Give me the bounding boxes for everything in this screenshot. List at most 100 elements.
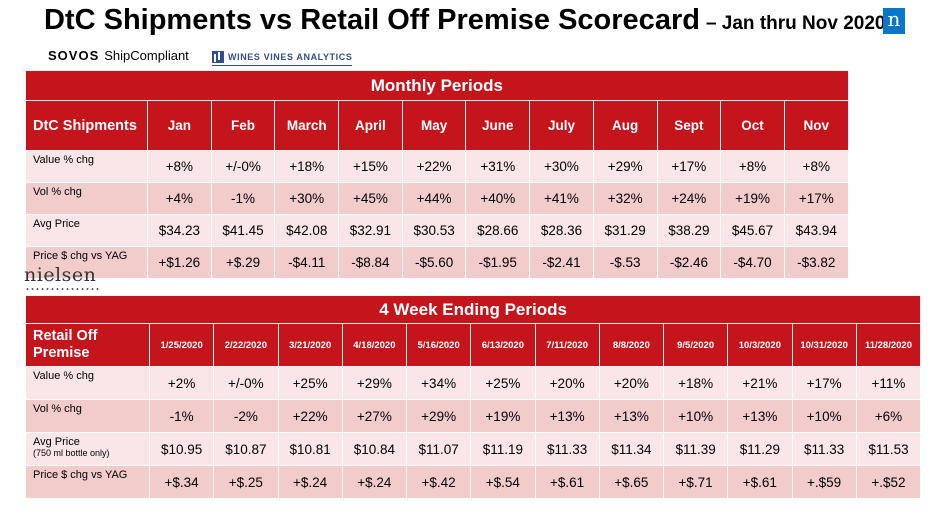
table-row: Vol % chg +4% -1% +30% +45% +44% +40% +41% +32% +… [25,182,849,215]
row-label-text: Avg Price [33,218,80,230]
table-cell: +$.29 [210,246,276,279]
row-label-text: Value % chg [33,370,94,382]
table-cell: +$.54 [470,465,536,499]
table-row: Avg Price $34.23 $41.45 $42.08 $32.91 $30.53 $… [25,214,849,247]
table-cell: +32% [592,182,658,215]
row-label-text: Vol % chg [33,403,82,415]
table-cell: $38.29 [656,214,722,247]
table-cell: $10.95 [148,432,215,466]
table-cell: -$8.84 [338,246,403,279]
table-cell: +31% [465,150,531,183]
table-cell: +$1.26 [147,246,212,279]
table-cell: +25% [277,366,343,400]
weekly-header-label: Retail Off Premise [25,323,150,367]
table-cell: +15% [338,150,403,183]
table-cell: $11.33 [791,432,857,466]
table-cell: $11.53 [855,432,922,466]
table-cell: +40% [465,182,531,215]
table-cell: $30.53 [401,214,467,247]
table-cell: -$4.70 [720,246,785,279]
table-cell: +8% [783,150,849,183]
table-cell: -2% [213,399,279,433]
table-cell: +11% [855,366,922,400]
table-cell: +$.24 [277,465,343,499]
table-cell: -1% [210,182,276,215]
weekly-header-row: Retail Off Premise 1/25/2020 2/22/2020 3/21… [25,323,922,367]
table-cell: $45.67 [720,214,785,247]
table-cell: +.$52 [855,465,922,499]
table-cell: +34% [405,366,472,400]
monthly-header-row: DtC Shipments Jan Feb March April May June July… [25,100,849,151]
table-cell: +$.34 [148,465,215,499]
table-cell: $11.07 [405,432,472,466]
weekly-column-header: 2/22/2020 [213,323,279,367]
table-cell: +45% [338,182,403,215]
table-cell: +19% [470,399,536,433]
table-cell: +17% [791,366,857,400]
weekly-column-header: 1/25/2020 [148,323,215,367]
table-cell: $11.33 [534,432,600,466]
table-cell: +17% [783,182,849,215]
table-cell: -$5.60 [401,246,467,279]
title-main: DtC Shipments vs Retail Off Premise Scor… [44,4,700,36]
row-label: Value % chg [25,366,150,400]
table-cell: +18% [662,366,729,400]
table-cell: +22% [277,399,343,433]
table-row: Vol % chg -1% -2% +22% +27% +29% +19% +13% +13% +… [25,399,922,433]
table-cell: +44% [401,182,467,215]
row-label-text: Value % chg [33,154,94,166]
table-cell: +$.24 [341,465,408,499]
row-label-text: Vol % chg [33,186,82,198]
table-cell: +30% [529,150,594,183]
weekly-column-header: 9/5/2020 [662,323,729,367]
table-cell: $10.81 [277,432,343,466]
table-cell: +41% [529,182,594,215]
table-cell: $10.84 [341,432,408,466]
table-cell: -$2.46 [656,246,722,279]
table-cell: +13% [727,399,793,433]
table-cell: -$1.95 [465,246,531,279]
table-cell: $42.08 [274,214,340,247]
table-cell: $11.34 [598,432,665,466]
title-sub: – Jan thru Nov 2020 [705,13,886,34]
row-label: Price $ chg vs YAG [25,246,148,279]
table-cell: +21% [727,366,793,400]
table-row: Value % chg +8% +/-0% +18% +15% +22% +31% +30% +… [25,150,849,183]
table-cell: +20% [534,366,600,400]
table-cell: +$.42 [405,465,472,499]
weekly-column-header: 3/21/2020 [277,323,343,367]
table-cell: +10% [791,399,857,433]
table-cell: +10% [662,399,729,433]
table-cell: +$.65 [598,465,665,499]
monthly-column-header: Oct [720,100,785,151]
table-cell: +$.25 [213,465,279,499]
weekly-column-header: 8/8/2020 [598,323,665,367]
row-label: Vol % chg [25,182,148,215]
monthly-table: Monthly Periods DtC Shipments Jan Feb March… [25,70,849,279]
table-cell: -$4.11 [274,246,340,279]
table-cell: +27% [341,399,408,433]
table-cell: -1% [148,399,215,433]
monthly-column-header: July [529,100,594,151]
monthly-column-header: Aug [592,100,658,151]
page-title: DtC Shipments vs Retail Off Premise Scor… [44,4,886,44]
weekly-column-header: 11/28/2020 [855,323,922,367]
table-cell: +19% [720,182,785,215]
table-cell: +29% [405,399,472,433]
monthly-header-label: DtC Shipments [25,100,148,151]
table-cell: -$3.82 [783,246,849,279]
table-cell: +24% [656,182,722,215]
table-cell: +2% [148,366,215,400]
monthly-column-header: April [338,100,403,151]
table-cell: +29% [341,366,408,400]
weekly-column-header: 4/18/2020 [341,323,408,367]
table-cell: +8% [720,150,785,183]
table-cell: +$.71 [662,465,729,499]
table-cell: $11.39 [662,432,729,466]
row-label: Value % chg [25,150,148,183]
weekly-column-header: 7/11/2020 [534,323,600,367]
monthly-column-header: Jan [147,100,212,151]
table-cell: $31.29 [592,214,658,247]
table-cell: +$.61 [727,465,793,499]
row-label: Price $ chg vs YAG [25,465,150,499]
